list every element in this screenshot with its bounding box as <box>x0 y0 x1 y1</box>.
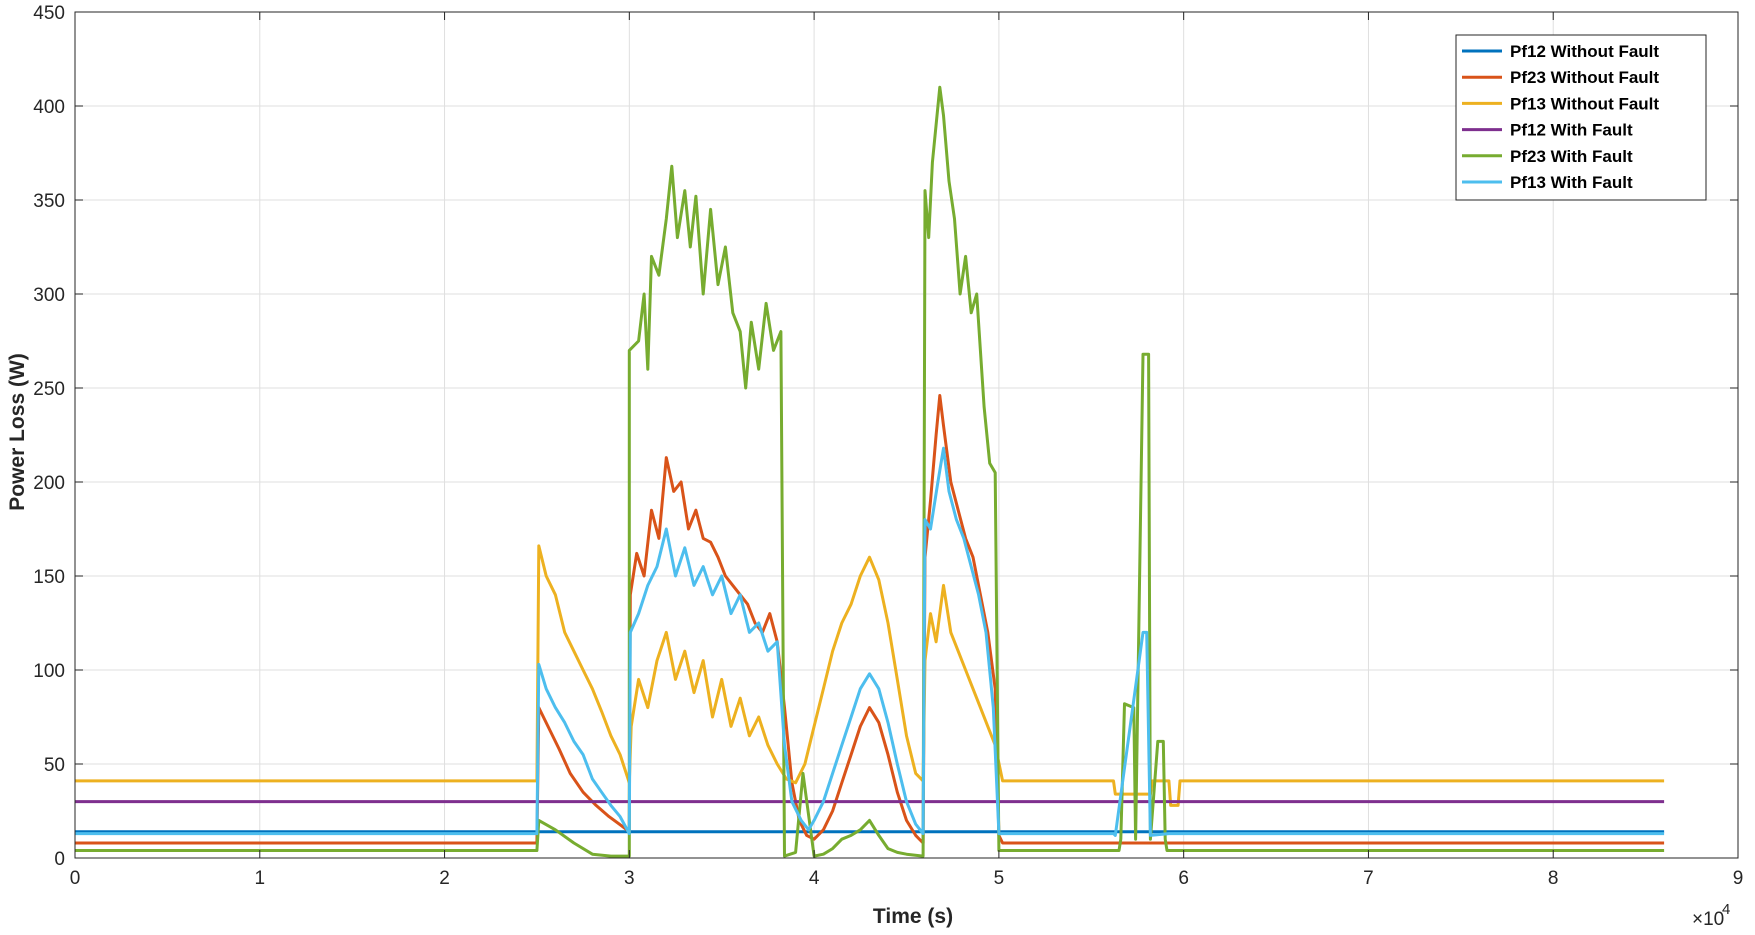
legend-label: Pf23 With Fault <box>1510 147 1633 166</box>
legend-label: Pf12 With Fault <box>1510 121 1633 140</box>
legend-label: Pf13 With Fault <box>1510 173 1633 192</box>
series-lines <box>75 85 1665 858</box>
x-tick-label: 7 <box>1363 868 1374 889</box>
y-tick-label: 400 <box>33 97 65 118</box>
legend-label: Pf13 Without Fault <box>1510 94 1659 113</box>
x-tick-labels: 0 1 2 3 4 5 6 7 8 9 <box>70 868 1744 889</box>
y-tick-label: 150 <box>33 567 65 588</box>
y-tick-label: 100 <box>33 661 65 682</box>
y-tick-labels: 0 50 100 150 200 250 300 350 400 450 <box>33 3 65 870</box>
axes <box>74 11 1739 859</box>
legend: Pf12 Without Fault Pf23 Without Fault Pf13… <box>1455 34 1707 201</box>
series-line-pf13-with-fault <box>75 446 1665 837</box>
x-tick-label: 0 <box>70 868 81 889</box>
x-tick-label: 8 <box>1548 868 1559 889</box>
legend-label: Pf12 Without Fault <box>1510 42 1659 61</box>
x-tick-label: 1 <box>254 868 265 889</box>
y-axis-title: Power Loss (W) <box>6 353 29 511</box>
plot-frame <box>74 11 1739 859</box>
x-axis-title: Time (s) <box>873 905 953 928</box>
x-tick-label: 6 <box>1178 868 1189 889</box>
series-line-pf13-without-fault <box>75 544 1665 807</box>
y-tick-label: 250 <box>33 379 65 400</box>
y-tick-label: 350 <box>33 191 65 212</box>
x-tick-label: 2 <box>439 868 450 889</box>
x-tick-label: 4 <box>809 868 820 889</box>
y-tick-label: 0 <box>54 849 65 870</box>
y-tick-label: 50 <box>44 755 65 776</box>
legend-box <box>1455 34 1707 201</box>
x-tick-label: 3 <box>624 868 635 889</box>
x-exponent-label: ×10 <box>1692 909 1724 930</box>
y-tick-label: 300 <box>33 285 65 306</box>
x-tick-label: 9 <box>1733 868 1744 889</box>
x-exponent-power: 4 <box>1722 901 1730 918</box>
x-tick-label: 5 <box>994 868 1005 889</box>
legend-label: Pf23 Without Fault <box>1510 68 1659 87</box>
y-tick-label: 200 <box>33 473 65 494</box>
series-line-pf23-with-fault <box>75 85 1665 858</box>
y-tick-label: 450 <box>33 3 65 24</box>
